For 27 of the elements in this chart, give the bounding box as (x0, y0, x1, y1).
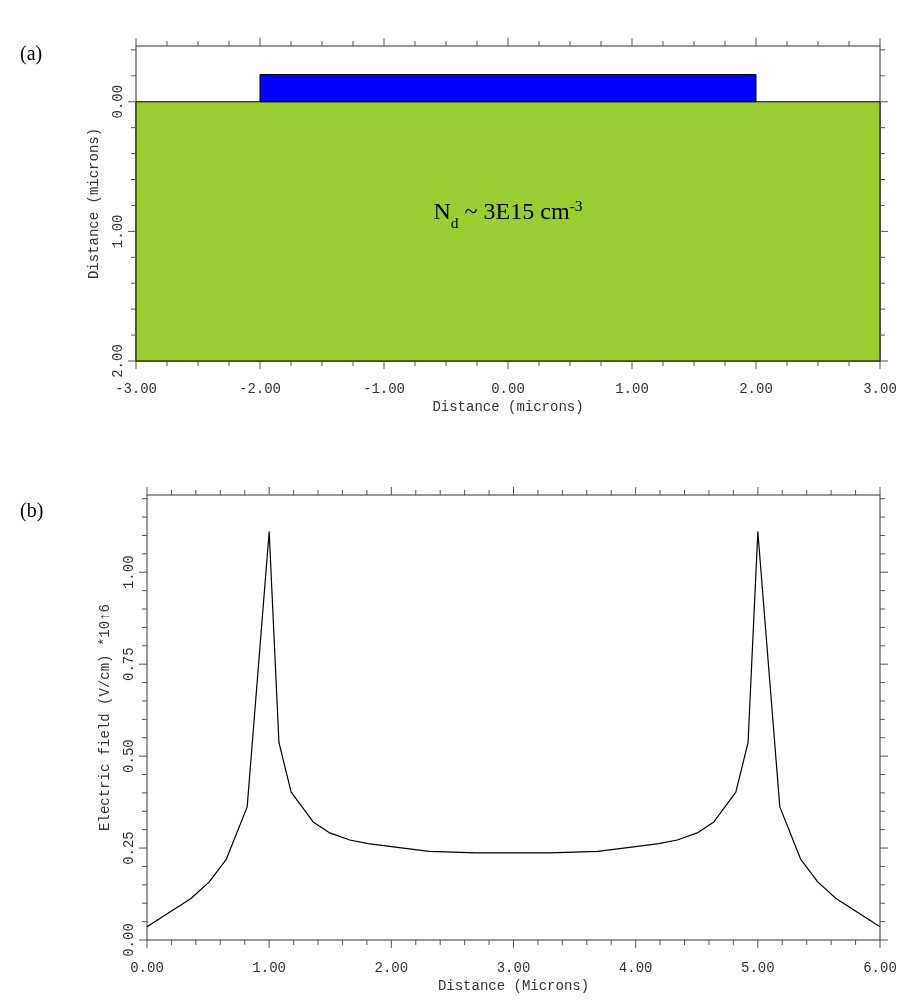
y-tick-label: 1.00 (121, 555, 137, 590)
y-tick-label: 1.00 (110, 214, 126, 249)
y-axis-title: Distance (microns) (86, 127, 102, 280)
x-tick-label: 2.00 (739, 381, 773, 397)
x-tick-label: 6.00 (863, 960, 897, 976)
x-tick-label: -1.00 (362, 381, 406, 397)
x-axis-title: Distance (microns) (432, 399, 584, 415)
annotation: N$_{d}$ ~ 3E15 cm$^{-3}$ (433, 196, 583, 231)
x-tick-label: 4.00 (618, 960, 653, 976)
y-tick-label: 0.75 (121, 647, 137, 681)
x-axis-title: Distance (Microns) (437, 978, 590, 994)
y-axis-title: Electric field (V/cm) *10↑6 (97, 604, 113, 831)
x-tick-label: 1.00 (615, 381, 649, 397)
x-tick-label: 2.00 (374, 960, 409, 976)
y-tick-label: 0.25 (121, 831, 137, 865)
chart-title: (a) (20, 42, 43, 65)
line-series (146, 531, 881, 928)
x-tick-label: -2.00 (238, 381, 282, 397)
chart-title: (b) (20, 499, 44, 522)
x-tick-label: 0.00 (491, 381, 525, 397)
x-tick-label: 1.00 (252, 960, 286, 976)
y-tick-label: 0.00 (110, 84, 126, 119)
y-tick-label: 0.50 (121, 739, 137, 773)
x-tick-label: -3.00 (114, 381, 158, 397)
x-tick-label: 3.00 (496, 960, 531, 976)
x-tick-label: 3.00 (863, 381, 897, 397)
x-tick-label: 5.00 (741, 960, 775, 976)
